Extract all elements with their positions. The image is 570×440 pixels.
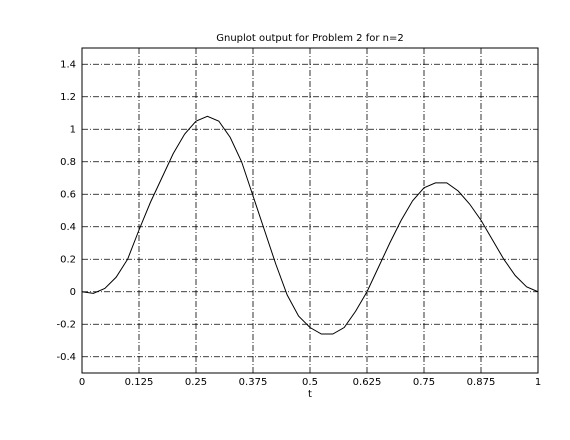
y-tick-label: 0.2 [60, 254, 76, 265]
y-tick-label: 0.8 [60, 157, 76, 168]
y-tick-label: 0 [70, 287, 76, 298]
y-tick-label: 1 [70, 124, 76, 135]
x-tick-label: 0.25 [185, 377, 207, 388]
y-tick-label: -0.4 [56, 352, 76, 363]
x-tick-label: 0.875 [467, 377, 496, 388]
x-tick-label: 0.375 [239, 377, 268, 388]
y-tick-label: 1.2 [60, 92, 76, 103]
x-axis-label: t [308, 389, 312, 400]
x-tick-label: 1 [535, 377, 541, 388]
y-tick-label: 0.6 [60, 189, 76, 200]
y-tick-label: 1.4 [60, 59, 76, 70]
x-tick-label: 0 [79, 377, 85, 388]
x-tick-label: 0.5 [302, 377, 318, 388]
y-tick-label: -0.2 [56, 319, 76, 330]
x-tick-label: 0.625 [353, 377, 382, 388]
x-tick-label: 0.125 [125, 377, 154, 388]
chart-title: Gnuplot output for Problem 2 for n=2 [216, 33, 403, 44]
line-series [81, 115, 539, 335]
x-tick-label: 0.75 [413, 377, 435, 388]
plot-frame [81, 47, 539, 374]
y-tick-label: 0.4 [60, 222, 76, 233]
